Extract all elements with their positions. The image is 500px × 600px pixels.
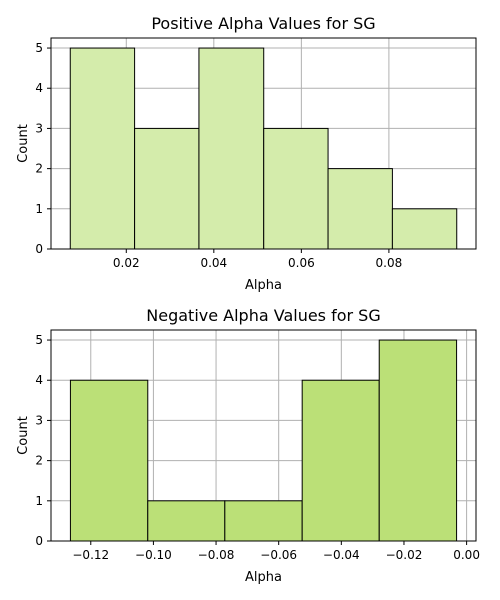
x-tick-label: 0.04 (200, 256, 227, 270)
y-tick-label: 3 (35, 413, 43, 427)
positive-alpha-histogram: 0.02 0.04 0.06 0.08 0 1 2 3 4 5 Positive Alpha Val… (16, 14, 477, 293)
x-tick-label: 0.00 (453, 548, 480, 562)
histogram-bar (224, 500, 303, 542)
histogram-bar (134, 127, 200, 250)
y-axis-label: Count (16, 124, 31, 163)
axes-frame (50, 329, 477, 542)
histogram-bar (263, 127, 329, 250)
histogram-bar (147, 500, 226, 542)
y-tick-label: 4 (35, 373, 43, 387)
histogram-bar (301, 379, 380, 542)
x-tick-label: −0.04 (323, 548, 360, 562)
histogram-bar (378, 339, 458, 542)
negative-alpha-histogram: −0.12 −0.10 −0.08 −0.06 −0.04 −0.02 0.00 0 1 2 3 4 5… (16, 306, 480, 585)
y-tick-label: 3 (35, 121, 43, 135)
chart-title: Negative Alpha Values for SG (146, 306, 380, 325)
y-tick-label: 2 (35, 162, 43, 176)
histogram-bar (69, 47, 136, 250)
x-tick-label: −0.06 (260, 548, 297, 562)
axes-frame (50, 37, 477, 250)
y-tick-label: 1 (35, 202, 43, 216)
y-tick-label: 1 (35, 494, 43, 508)
y-tick-label: 5 (35, 41, 43, 55)
histogram-bar (327, 168, 393, 250)
x-tick-label: −0.10 (135, 548, 172, 562)
y-tick-label: 0 (35, 242, 43, 256)
x-tick-label: −0.12 (72, 548, 109, 562)
y-tick-label: 5 (35, 333, 43, 347)
y-tick-label: 4 (35, 81, 43, 95)
x-axis-label: Alpha (245, 570, 282, 585)
x-tick-label: 0.06 (288, 256, 315, 270)
x-tick-label: −0.02 (386, 548, 423, 562)
x-tick-label: 0.02 (113, 256, 140, 270)
chart-title: Positive Alpha Values for SG (151, 14, 375, 33)
histogram-bar (198, 47, 265, 250)
y-tick-label: 0 (35, 534, 43, 548)
x-tick-label: 0.08 (376, 256, 403, 270)
histogram-bar (69, 379, 149, 542)
y-axis-label: Count (16, 416, 31, 455)
y-tick-label: 2 (35, 454, 43, 468)
x-tick-label: −0.08 (198, 548, 235, 562)
histogram-bar (391, 208, 458, 250)
x-axis-label: Alpha (245, 278, 282, 293)
